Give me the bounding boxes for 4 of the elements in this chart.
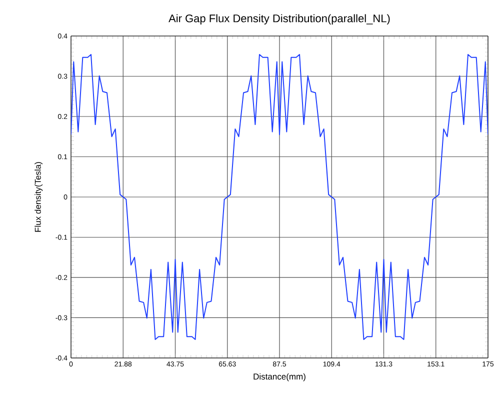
x-axis-title: Distance(mm) [254,373,306,382]
y-axis-title: Flux density(Tesla) [34,162,43,232]
line-series [71,54,488,340]
chart-title: Air Gap Flux Density Distribution(parallel_NL) [168,14,390,24]
